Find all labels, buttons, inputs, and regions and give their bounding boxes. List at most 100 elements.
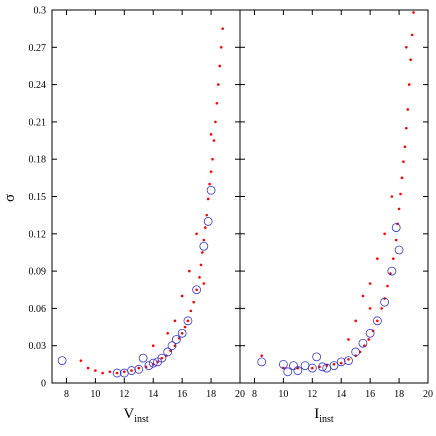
point-ring <box>394 245 404 255</box>
y-tick-label: 0.09 <box>29 267 47 278</box>
x-tick-label: 10 <box>90 389 100 400</box>
point <box>115 371 119 375</box>
point <box>137 366 141 370</box>
point <box>219 46 223 49</box>
point <box>399 192 402 196</box>
point <box>206 197 210 201</box>
point <box>380 307 384 310</box>
point <box>94 369 97 372</box>
point-ring <box>365 328 375 338</box>
point <box>188 269 191 273</box>
point <box>347 358 350 361</box>
point-ring <box>344 356 353 366</box>
x-axis-label-sub: inst <box>319 414 334 425</box>
point-ring <box>203 216 213 226</box>
point-ring <box>192 285 202 295</box>
plot-frame <box>239 9 429 384</box>
point <box>101 371 104 375</box>
point <box>166 331 169 335</box>
plot-frame <box>51 9 241 384</box>
point <box>108 370 112 374</box>
point <box>202 282 206 285</box>
y-tick-label: 0.06 <box>29 304 47 315</box>
point-ring <box>380 297 390 307</box>
point <box>151 344 155 348</box>
y-tick-label: 0 <box>41 379 46 390</box>
point <box>180 294 184 298</box>
point <box>208 182 211 186</box>
point-ring <box>307 363 317 373</box>
point <box>363 344 366 348</box>
x-axis-label-main: V <box>123 406 134 422</box>
point-ring <box>387 266 397 276</box>
x-tick-label: 8 <box>64 389 69 400</box>
x-tick-label: 8 <box>252 389 257 400</box>
point <box>368 282 372 285</box>
point <box>218 64 222 68</box>
point <box>367 338 371 341</box>
point-ring <box>163 347 173 357</box>
y-tick-label: 0.21 <box>29 117 47 128</box>
y-tick-label: 0.3 <box>34 6 47 17</box>
point-ring <box>289 361 298 370</box>
point-ring <box>144 361 154 370</box>
point-ring <box>157 353 167 363</box>
point-ring <box>183 316 193 326</box>
point <box>354 319 357 323</box>
point <box>402 160 405 163</box>
x-axis-label: Iinst <box>314 406 334 425</box>
x-tick-label: 20 <box>423 389 433 400</box>
y-tick-label: 0.27 <box>29 43 47 54</box>
point <box>386 284 389 288</box>
point <box>180 331 184 335</box>
point <box>203 226 207 229</box>
point <box>389 272 392 275</box>
point-ring <box>257 357 267 367</box>
x-tick-label: 20 <box>235 389 245 400</box>
x-tick-label: 16 <box>365 389 375 400</box>
point-ring <box>127 366 136 375</box>
x-tick-label: 18 <box>206 389 216 400</box>
point-ring <box>351 347 361 357</box>
point-ring <box>57 356 67 366</box>
point-ring <box>134 364 144 374</box>
point <box>214 120 217 124</box>
point <box>198 276 201 279</box>
point <box>311 366 314 370</box>
x-tick-label: 14 <box>148 389 158 400</box>
x-tick-label: 16 <box>177 389 187 400</box>
point <box>394 238 398 242</box>
point <box>212 139 216 142</box>
point <box>202 238 206 242</box>
point <box>409 58 412 62</box>
point <box>189 309 193 313</box>
y-tick-label: 0.24 <box>29 80 47 91</box>
point-ring <box>199 241 209 251</box>
x-axis-label-sub: inst <box>134 414 149 425</box>
x-tick-label: 14 <box>336 389 346 400</box>
y-tick-label: 0.18 <box>29 155 47 166</box>
point <box>400 176 404 180</box>
point <box>221 27 224 30</box>
point-ring <box>372 316 382 326</box>
point <box>412 11 415 14</box>
point-ring <box>283 367 293 377</box>
x-tick-label: 12 <box>307 389 317 400</box>
point <box>361 294 365 298</box>
point <box>405 126 408 130</box>
x-axis-label: Vinst <box>123 406 149 425</box>
point <box>79 359 83 362</box>
point <box>260 354 263 357</box>
point <box>403 145 407 149</box>
point <box>332 363 336 366</box>
x-tick-label: 12 <box>119 389 129 400</box>
point <box>397 207 401 211</box>
point <box>217 83 220 86</box>
point <box>318 365 321 369</box>
point-ring <box>112 368 122 378</box>
point <box>211 157 214 161</box>
point <box>339 361 343 365</box>
point <box>391 257 395 260</box>
point <box>173 344 177 348</box>
